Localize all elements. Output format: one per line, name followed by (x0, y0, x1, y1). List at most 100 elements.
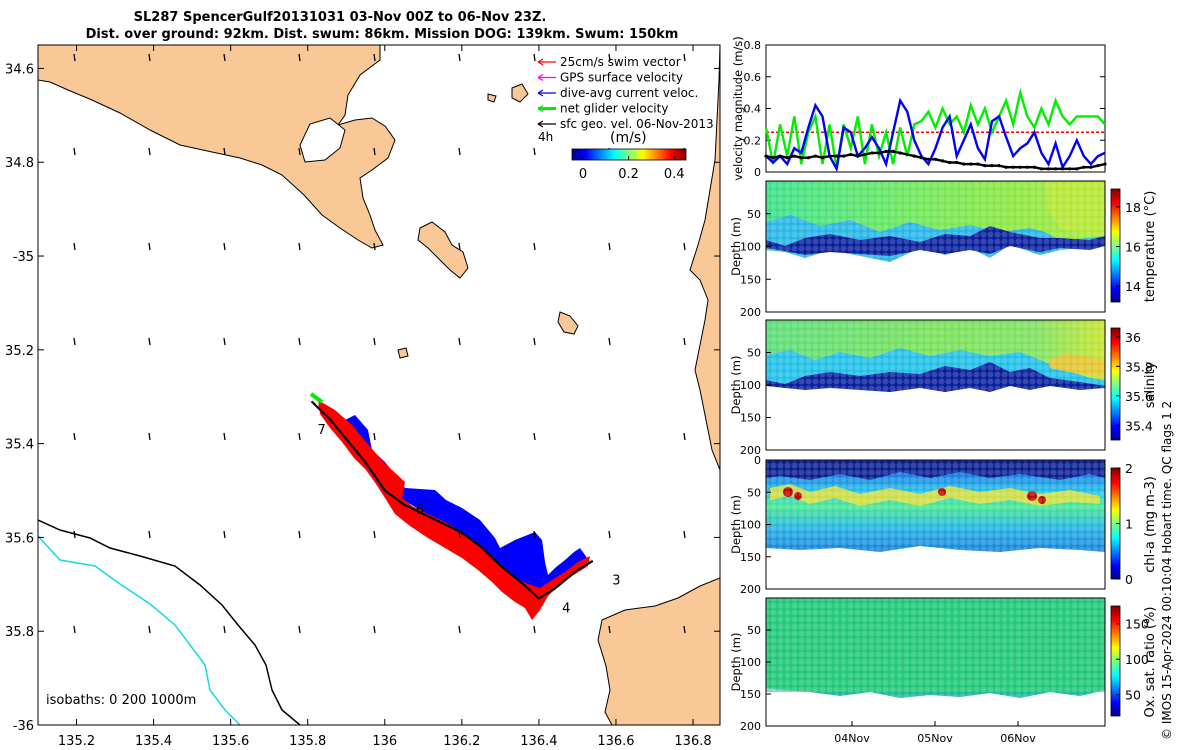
day-marker-label: 4 (562, 601, 570, 616)
velocity-point (1032, 165, 1036, 169)
swim-vector-band (318, 400, 590, 620)
velocity-point (948, 160, 952, 165)
day-markers: 7 6 3 4 (317, 423, 620, 616)
day-marker-label: 6 (416, 503, 424, 518)
sfc-geo-arrow (608, 242, 611, 251)
chl-a-section (766, 460, 1105, 555)
velocity-ytick-label: 0 (754, 166, 761, 179)
legend-label: dive-avg current veloc. (560, 86, 698, 100)
velocity-point (863, 152, 867, 157)
velocity-point (764, 154, 768, 158)
velocity-point (933, 157, 938, 161)
figure-title-line2: Dist. over ground: 92km. Dist. swum: 86k… (85, 27, 679, 42)
velocity-point (771, 156, 775, 160)
velocity-point (1039, 167, 1044, 171)
velocity-point (806, 156, 810, 160)
sfc-geo-arrow (458, 242, 461, 251)
colorbar-tick-label: 1 (1125, 517, 1133, 532)
sfc-geo-arrow (223, 625, 226, 634)
net-velocity-start (309, 392, 324, 404)
velocity-series-line (764, 87, 1106, 169)
velocity-point (813, 154, 818, 158)
velocity-point (877, 151, 881, 155)
sfc-geo-arrow (148, 53, 151, 62)
map-ytick-label: -35 (13, 250, 34, 265)
sfc-geo-arrow (683, 53, 686, 62)
sfc-geo-arrow (298, 625, 301, 634)
land-small-island-4 (487, 93, 497, 103)
velocity-point (905, 152, 909, 157)
velocity-point (870, 151, 874, 155)
velocity-point (1025, 165, 1029, 169)
sfc-geo-arrow (458, 337, 461, 346)
velocity-point (1011, 165, 1015, 169)
sfc-geo-arrow (298, 242, 301, 251)
sfc-geo-arrow (608, 530, 611, 539)
surface-geostrophic-vectors (73, 53, 686, 634)
velocity-point (898, 151, 902, 155)
sfc-geo-arrow (73, 530, 76, 539)
sfc-geo-arrow (373, 625, 376, 634)
colorbar-tick-label: 35.6 (1125, 389, 1153, 404)
colorbar-tick-label: 35.4 (1125, 418, 1153, 433)
velocity-point (976, 162, 980, 166)
velocity-ytick-label: 0.2 (744, 134, 762, 147)
velocity-point (983, 164, 987, 168)
section-ytick-label: 200 (740, 720, 761, 733)
colorbar-label: chl-a (mg m-3) (1143, 476, 1158, 573)
velocity-point (1089, 165, 1093, 169)
section-colorbar (1110, 605, 1121, 717)
sfc-geo-arrow (533, 625, 536, 634)
colorbar-tick-label: 35.8 (1125, 359, 1153, 374)
land-bay-fill (299, 117, 346, 163)
velocity-point (884, 149, 888, 153)
section-ylabel: Depth (m) (729, 356, 743, 415)
salinity-section (766, 320, 1105, 395)
velocity-point (827, 154, 832, 158)
velocity-point (1082, 165, 1086, 169)
section-ytick-label: 50 (747, 624, 761, 637)
sfc-geo-arrow (373, 432, 376, 441)
velocity-colorbar-label: 0.4 (664, 167, 685, 182)
velocity-point (778, 154, 782, 158)
sfc-geo-arrow (223, 432, 226, 441)
colorbar-tick-label: 18 (1125, 200, 1141, 215)
colorbar-label: temperature (°C) (1143, 191, 1158, 303)
sfc-geo-arrow (73, 147, 76, 156)
map-frame (37, 44, 721, 726)
velocity-point (955, 160, 959, 165)
map-legend: 25cm/s swim vector GPS surface velocitydi… (537, 55, 714, 146)
velocity-point (849, 152, 853, 157)
legend-label: 25cm/s swim vector (560, 55, 681, 69)
velocity-point (820, 156, 825, 160)
sfc-geo-arrow (148, 337, 151, 346)
sfc-geo-arrow (148, 625, 151, 634)
legend-arrowhead (537, 58, 544, 66)
section-ytick-label: 200 (740, 583, 761, 596)
velocity-point (1103, 162, 1107, 166)
sfc-geo-arrow (373, 337, 376, 346)
sfc-geo-arrow (683, 337, 686, 346)
section-ytick-label: 200 (740, 444, 761, 457)
sfc-geo-arrow (373, 53, 376, 62)
day-marker-label: 3 (612, 573, 620, 588)
colorbar-tick-label: 2 (1125, 461, 1133, 476)
sfc-geo-arrow (533, 337, 536, 346)
map-ytick-label: 35.8 (5, 625, 34, 640)
legend-label: GPS surface velocity (560, 71, 683, 85)
velocity-point (891, 149, 895, 153)
map-ytick-label: 35.4 (5, 438, 34, 453)
isobath-200m (38, 519, 301, 725)
sfc-geo-arrow (148, 432, 151, 441)
velocity-point (990, 164, 994, 168)
velocity-point (1061, 167, 1065, 171)
sfc-geo-arrow (73, 432, 76, 441)
isobath-1000m (38, 535, 241, 725)
sfc-geo-arrow (148, 242, 151, 251)
velocity-point (912, 154, 916, 158)
velocity-point (969, 162, 973, 166)
velocity-point (856, 154, 860, 158)
sfc-geo-arrow (458, 147, 461, 156)
